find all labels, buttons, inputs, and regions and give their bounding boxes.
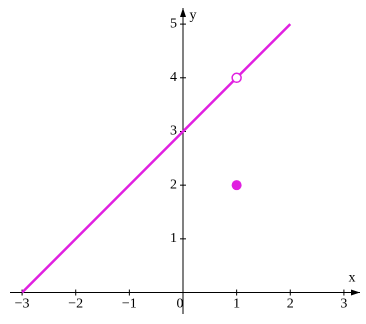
y-axis-label: y: [190, 8, 197, 23]
y-tick-label: 4: [170, 70, 177, 85]
x-tick-label: −1: [122, 297, 137, 312]
x-axis-label: x: [349, 271, 356, 286]
x-tick-label: 1: [233, 297, 240, 312]
x-tick-label: 3: [340, 297, 347, 312]
y-axis-arrow: [180, 8, 186, 17]
open-point: [231, 72, 242, 84]
y-tick-label: 1: [170, 231, 177, 246]
x-axis-arrow: [351, 289, 360, 296]
data-line: [21, 23, 292, 294]
y-tick-label: 5: [170, 16, 177, 31]
y-tick-label: 2: [170, 177, 177, 192]
point: [231, 180, 242, 191]
x-tick-label: −3: [15, 297, 30, 312]
y-tick-label: 3: [170, 124, 177, 139]
x-tick-label: 2: [287, 297, 294, 312]
x-tick-label: 0: [177, 297, 184, 312]
x-tick-label: −2: [68, 297, 83, 312]
